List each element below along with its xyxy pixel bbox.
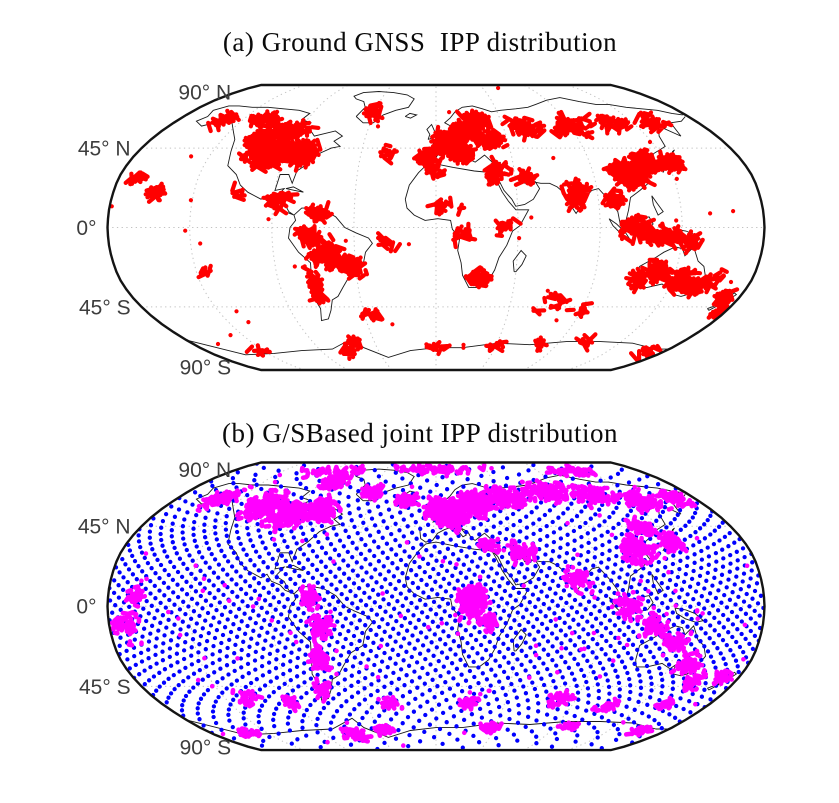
panel-b-map: 90° N 45° N 0° 45° S 90° S bbox=[76, 459, 766, 759]
panel-a-title: (a) Ground GNSS IPP distribution bbox=[222, 27, 618, 57]
joint-ground-ipp-points bbox=[108, 462, 750, 748]
lat-tick-label: 90° N bbox=[178, 81, 231, 104]
map-boundary bbox=[106, 83, 766, 372]
lat-tick-label: 90° S bbox=[180, 356, 232, 379]
panel-b-title: (b) G/SBased joint IPP distribution bbox=[221, 418, 618, 448]
lat-tick-label: 0° bbox=[76, 217, 96, 240]
lat-tick-label: 45° N bbox=[78, 137, 131, 160]
lat-tick-label: 45° S bbox=[79, 676, 131, 699]
lat-tick-label: 45° N bbox=[78, 516, 131, 539]
lat-tick-label: 90° N bbox=[178, 459, 231, 482]
map-boundary bbox=[106, 461, 766, 752]
lat-tick-label: 0° bbox=[76, 596, 96, 619]
lat-tick-label: 90° S bbox=[180, 736, 232, 759]
panel-a-map: 90° N 45° N 0° 45° S 90° S bbox=[76, 81, 766, 379]
ground-ipp-points bbox=[109, 85, 740, 363]
lat-tick-label: 45° S bbox=[79, 296, 131, 319]
